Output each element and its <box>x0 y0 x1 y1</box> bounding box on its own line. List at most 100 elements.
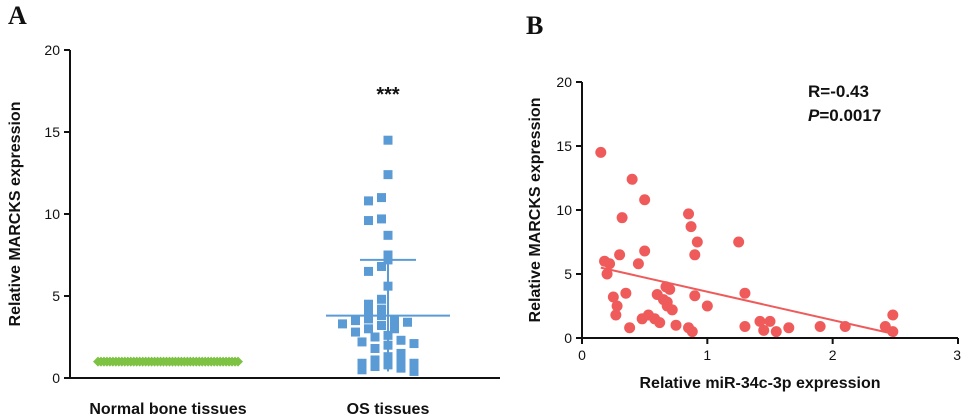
panel-b-x-axis-label: Relative miR-34c-3p expression <box>640 375 881 392</box>
normal-tissue-point <box>233 356 243 367</box>
correlation-point <box>733 236 745 248</box>
panel-a-y-tick-label: 10 <box>44 206 60 222</box>
panel-b-letter: B <box>526 11 543 40</box>
correlation-point <box>739 287 751 299</box>
os-tissue-point <box>364 314 373 324</box>
correlation-point <box>610 309 622 321</box>
correlation-point <box>754 315 766 327</box>
correlation-point <box>626 173 638 185</box>
os-tissue-point <box>396 357 406 367</box>
os-tissue-point <box>383 250 393 260</box>
correlation-point <box>689 249 701 261</box>
regression-line <box>600 266 890 334</box>
os-tissue-point <box>370 362 380 372</box>
correlation-point <box>701 300 713 312</box>
correlation-point <box>666 304 678 316</box>
os-tissue-point <box>377 321 386 331</box>
correlation-point <box>770 326 782 338</box>
os-tissue-point <box>377 193 386 203</box>
os-tissue-point <box>396 348 406 358</box>
correlation-point <box>639 245 651 257</box>
panel-b-x-tick-label: 2 <box>829 347 837 363</box>
os-tissue-point <box>357 358 367 368</box>
correlation-point <box>664 283 676 295</box>
p-value-number: =0.0017 <box>819 106 881 125</box>
correlation-point <box>611 300 623 312</box>
os-tissue-point <box>364 299 373 309</box>
correlation-point <box>632 258 644 270</box>
correlation-point <box>654 317 666 329</box>
panel-b-y-tick-label: 0 <box>564 330 572 346</box>
os-tissue-point <box>357 337 367 347</box>
panel-b-y-tick-label: 20 <box>556 74 572 90</box>
panel-b: B 0 5 10 15 20 0 1 2 3 R=-0.43 P=0.0017 Relative… <box>526 11 961 392</box>
panel-a-y-tick-label: 5 <box>52 288 60 304</box>
os-tissue-point <box>364 307 373 317</box>
os-tissue-point <box>370 355 380 365</box>
os-tissue-point <box>377 294 386 304</box>
os-tissue-point <box>383 135 393 145</box>
os-tissue-point <box>351 327 360 337</box>
panel-a-letter: A <box>8 1 27 30</box>
correlation-point <box>601 268 613 280</box>
os-tissue-point <box>409 366 419 376</box>
os-tissue-point <box>396 335 406 345</box>
correlation-point <box>758 324 770 336</box>
os-tissue-point <box>383 230 393 240</box>
panel-b-x-tick-label: 1 <box>703 347 711 363</box>
category-label: Normal bone tissues <box>89 401 246 418</box>
os-tissue-point <box>377 214 386 224</box>
correlation-point <box>691 236 703 248</box>
correlation-point <box>604 258 616 270</box>
panel-b-x-tick-label: 3 <box>953 347 961 363</box>
correlation-point <box>616 212 628 224</box>
os-tissue-point <box>390 324 399 334</box>
correlation-point <box>689 290 701 302</box>
panel-b-y-tick-label: 15 <box>556 138 572 154</box>
correlation-point <box>887 309 899 321</box>
os-tissue-point <box>364 196 373 206</box>
correlation-r: R=-0.43 <box>808 82 869 101</box>
os-tissue-point <box>351 316 360 326</box>
panel-b-x-tick-label: 0 <box>578 347 586 363</box>
os-tissue-point <box>364 266 373 276</box>
panel-a-y-tick-label: 20 <box>44 42 60 58</box>
correlation-point <box>783 322 795 334</box>
os-tissue-point <box>409 358 419 368</box>
os-tissue-point <box>403 317 412 327</box>
correlation-point <box>595 146 607 158</box>
correlation-point <box>670 319 682 331</box>
os-tissue-point <box>383 170 393 180</box>
correlation-point <box>685 221 697 233</box>
correlation-point <box>683 208 695 220</box>
os-tissue-point <box>396 363 406 373</box>
os-tissue-point <box>409 339 419 349</box>
correlation-point <box>814 320 826 332</box>
panel-b-y-axis-label: Relative MARCKS expression <box>527 98 544 323</box>
panel-a-y-tick-label: 15 <box>44 124 60 140</box>
os-tissue-point <box>338 319 347 329</box>
correlation-point <box>887 326 899 338</box>
correlation-point <box>739 320 751 332</box>
panel-b-y-tick-label: 10 <box>556 202 572 218</box>
correlation-point <box>614 249 626 261</box>
os-tissue-point <box>377 261 386 271</box>
os-tissue-point <box>377 304 386 314</box>
correlation-point <box>624 322 636 334</box>
os-tissue-point <box>390 316 399 326</box>
panel-b-y-tick-label: 5 <box>564 266 572 282</box>
correlation-point <box>764 315 776 327</box>
os-tissue-point <box>370 332 380 342</box>
os-tissue-point <box>364 216 373 226</box>
p-value-symbol: P <box>808 106 820 125</box>
significance-marker: *** <box>376 84 400 106</box>
correlation-point <box>639 194 651 206</box>
category-label: OS tissues <box>347 401 430 418</box>
panel-a-y-axis-label: Relative MARCKS expression <box>7 102 24 327</box>
os-tissue-point <box>364 324 373 334</box>
correlation-point <box>607 291 619 303</box>
correlation-point <box>686 326 698 338</box>
os-tissue-point <box>357 365 367 375</box>
